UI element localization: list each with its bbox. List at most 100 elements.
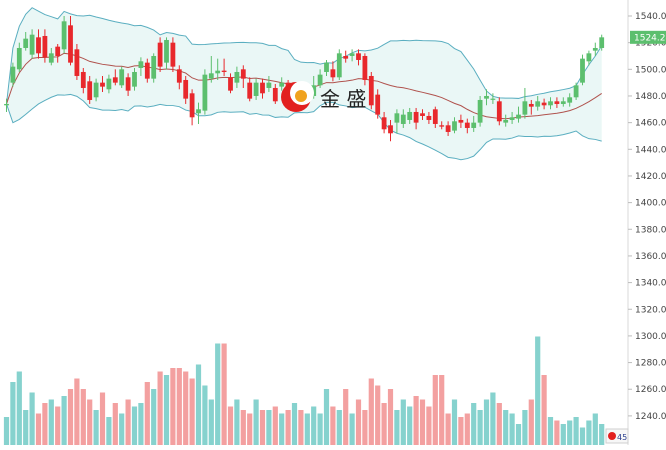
candle: [4, 98, 9, 112]
candle-body: [10, 66, 16, 83]
candle-body: [413, 111, 419, 123]
volume-bar: [311, 406, 317, 445]
flag-badge-icon: 45: [605, 428, 629, 444]
y-tick-label: 1420.00: [635, 172, 666, 182]
volume-bar: [119, 413, 125, 445]
volume-bar: [215, 343, 221, 445]
volume-bar: [234, 399, 240, 445]
volume-bar: [528, 399, 534, 445]
candle-body: [496, 101, 502, 122]
candle-body: [74, 49, 80, 76]
candle-body: [452, 121, 457, 131]
volume-bar: [381, 403, 387, 445]
volume-bar: [471, 403, 477, 445]
candle-body: [48, 53, 54, 63]
candle-body: [471, 122, 477, 128]
volume-bar: [547, 417, 554, 445]
candle: [189, 89, 195, 126]
volume-bar: [432, 375, 438, 445]
candle-body: [503, 119, 509, 123]
candle-body: [119, 69, 125, 86]
candle: [375, 89, 381, 119]
candle: [10, 62, 16, 87]
candle: [279, 77, 285, 91]
candle: [490, 93, 496, 104]
candle: [183, 75, 189, 104]
volume-bar: [176, 368, 182, 445]
candle-body: [586, 53, 592, 62]
y-tick-label: 1300.00: [635, 332, 666, 342]
candle-body: [80, 71, 86, 88]
candle: [23, 31, 29, 51]
last-price-label: 1524.24: [634, 33, 666, 43]
svg-text:45: 45: [617, 433, 627, 442]
volume-bar: [535, 336, 541, 445]
candle-body: [426, 115, 432, 120]
volume-bar: [368, 378, 374, 445]
candle-body: [208, 73, 214, 79]
y-tick-label: 1240.00: [635, 412, 666, 422]
candle: [439, 121, 445, 130]
candle-body: [183, 79, 189, 99]
volume-bar: [317, 413, 323, 445]
volume-bar: [55, 406, 61, 445]
candle-body: [567, 97, 573, 103]
volume-bar: [336, 410, 342, 445]
candle-body: [368, 75, 374, 106]
candle-body: [221, 70, 227, 72]
band-lower-line: [6, 93, 602, 161]
volume-bar: [592, 413, 598, 445]
candle: [336, 49, 342, 80]
y-tick-label: 1460.00: [635, 119, 666, 129]
volume-bar: [10, 382, 16, 445]
candle-body: [509, 117, 515, 120]
candle-body: [272, 87, 278, 102]
volume-bar: [490, 392, 496, 445]
volume-bar: [67, 389, 74, 445]
volume-bar: [183, 371, 189, 445]
candle-body: [599, 37, 605, 48]
candle: [266, 75, 272, 92]
candle: [586, 50, 592, 66]
candle-body: [170, 42, 176, 67]
candle: [55, 43, 61, 63]
volume-bar: [125, 399, 131, 445]
candle: [432, 106, 438, 128]
candle-body: [279, 82, 285, 87]
candle-body: [93, 82, 99, 98]
volume-bar: [163, 375, 170, 445]
candle: [349, 49, 355, 62]
candle: [477, 95, 483, 127]
candle-body: [151, 55, 157, 79]
volume-bar: [208, 399, 214, 445]
candle: [68, 15, 73, 66]
candle: [516, 106, 521, 123]
candle-body: [138, 61, 144, 68]
y-tick-label: 1340.00: [635, 279, 666, 289]
candle-body: [16, 47, 22, 70]
candle: [503, 114, 509, 127]
volume-bar: [106, 417, 112, 445]
volume-bar: [419, 399, 426, 445]
volume-bar: [394, 410, 400, 445]
candle-body: [106, 78, 112, 90]
candle-body: [253, 82, 259, 96]
candle-body: [125, 77, 131, 91]
candle-body: [29, 34, 35, 55]
volume-bar: [355, 399, 362, 445]
candle-body: [247, 82, 253, 99]
candle: [93, 78, 99, 102]
candle: [272, 83, 278, 104]
volume-bar: [189, 378, 195, 445]
candle-body: [554, 101, 560, 104]
candle-body: [196, 109, 201, 114]
volume-bar: [579, 427, 586, 445]
candle-body: [439, 125, 445, 127]
volume-bar: [503, 410, 509, 445]
candle-body: [317, 74, 323, 86]
volume-bar: [387, 389, 394, 445]
candle: [164, 37, 169, 70]
candle: [157, 37, 163, 72]
volume-bar: [131, 406, 138, 445]
